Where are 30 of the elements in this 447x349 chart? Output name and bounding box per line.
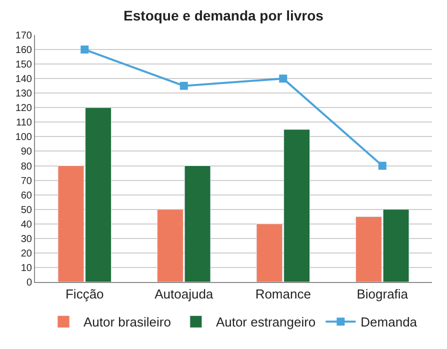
x-tick-label: Ficção bbox=[65, 286, 104, 302]
y-tick-label: 70 bbox=[20, 176, 32, 187]
legend-label: Autor brasileiro bbox=[84, 314, 171, 330]
y-tick-label: 90 bbox=[20, 146, 32, 158]
point bbox=[180, 82, 188, 90]
point bbox=[279, 74, 288, 83]
y-tick-label: 30 bbox=[20, 234, 32, 245]
y-tick-label: 0 bbox=[26, 278, 32, 288]
x-tick-label: Romance bbox=[255, 286, 311, 302]
y-tick-label: 160 bbox=[15, 45, 32, 56]
y-tick-label: 110 bbox=[16, 118, 32, 129]
y-tick-label: 60 bbox=[20, 190, 32, 202]
y-tick-label: 100 bbox=[15, 132, 32, 144]
legend-label: Demanda bbox=[360, 314, 418, 330]
y-tick-label: 80 bbox=[20, 161, 32, 172]
y-tick-label: 10 bbox=[20, 262, 32, 274]
y-tick-label: 140 bbox=[15, 74, 32, 86]
point bbox=[378, 162, 386, 170]
y-tick-label: 50 bbox=[20, 204, 32, 216]
chart-title: Estoque e demanda por livros bbox=[124, 7, 324, 24]
legend-label: Autor estrangeiro bbox=[216, 314, 316, 330]
y-tick-label: 40 bbox=[20, 219, 32, 230]
y-tick-label: 150 bbox=[15, 60, 32, 71]
y-tick-label: 170 bbox=[15, 30, 32, 42]
y-tick-label: 120 bbox=[15, 103, 32, 114]
x-tick-label: Biografia bbox=[356, 286, 409, 302]
y-tick-label: 130 bbox=[15, 88, 32, 100]
point bbox=[80, 46, 89, 54]
y-tick-label: 20 bbox=[20, 248, 32, 260]
x-tick-label: Autoajuda bbox=[154, 286, 214, 302]
